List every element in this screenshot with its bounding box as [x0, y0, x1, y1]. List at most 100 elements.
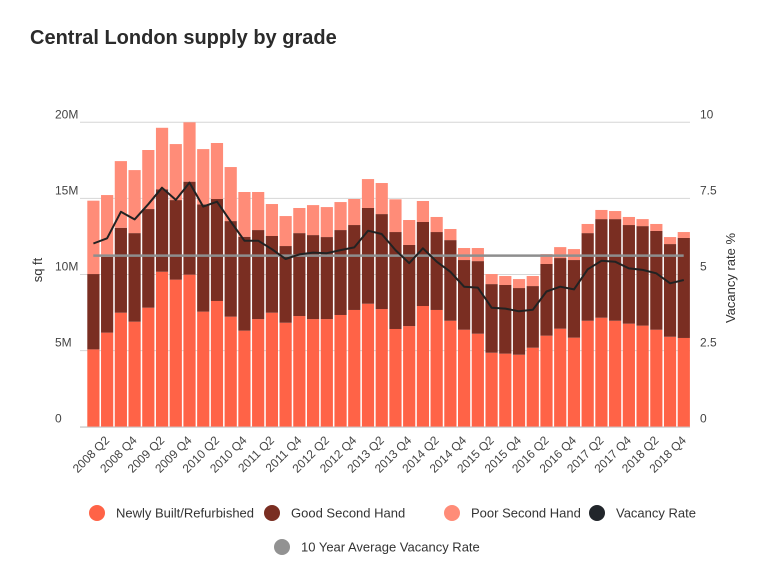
bar-good-second-hand — [169, 200, 182, 280]
bar-poor-second-hand — [348, 199, 361, 226]
bar-poor-second-hand — [636, 219, 649, 227]
bar-good-second-hand — [526, 286, 539, 348]
bar-newly-built-refurbished — [458, 329, 471, 427]
bar-good-second-hand — [444, 240, 457, 321]
bar-newly-built-refurbished — [142, 307, 155, 427]
bar-good-second-hand — [142, 209, 155, 308]
y-tick-label: 10M — [55, 260, 78, 274]
bar-newly-built-refurbished — [114, 312, 127, 427]
legend-marker-icon — [444, 505, 460, 521]
bar-poor-second-hand — [609, 211, 622, 220]
bar-good-second-hand — [636, 226, 649, 326]
bar-poor-second-hand — [128, 170, 141, 234]
bar-newly-built-refurbished — [636, 325, 649, 427]
legend-label: 10 Year Average Vacancy Rate — [301, 540, 480, 555]
bar-good-second-hand — [101, 256, 114, 333]
bar-newly-built-refurbished — [155, 271, 169, 427]
bar-newly-built-refurbished — [416, 306, 430, 427]
bar-poor-second-hand — [169, 144, 182, 201]
bar-newly-built-refurbished — [279, 322, 292, 427]
legend-item[interactable]: Newly Built/Refurbished — [89, 505, 254, 521]
bar-poor-second-hand — [334, 202, 347, 231]
legend-label: Good Second Hand — [291, 506, 405, 521]
legend-item[interactable]: Vacancy Rate — [589, 505, 696, 521]
bar-poor-second-hand — [142, 150, 155, 210]
legend-item[interactable]: 10 Year Average Vacancy Rate — [274, 539, 480, 555]
bar-poor-second-hand — [238, 192, 251, 237]
bar-good-second-hand — [622, 225, 635, 324]
bar-good-second-hand — [87, 274, 100, 350]
bar-good-second-hand — [471, 261, 484, 334]
bar-newly-built-refurbished — [101, 332, 114, 427]
y2-tick-label: 5 — [700, 260, 707, 274]
bar-poor-second-hand — [197, 149, 210, 205]
bar-good-second-hand — [183, 181, 196, 275]
bar-good-second-hand — [210, 199, 224, 301]
y2-tick-label: 0 — [700, 412, 707, 426]
bar-poor-second-hand — [416, 200, 430, 222]
bar-good-second-hand — [609, 219, 622, 321]
bar-good-second-hand — [279, 246, 292, 323]
bar-poor-second-hand — [306, 205, 320, 236]
bar-newly-built-refurbished — [554, 328, 567, 427]
y-axis-title: sq ft — [30, 257, 45, 282]
legend-item[interactable]: Good Second Hand — [264, 505, 405, 521]
legend-marker-icon — [589, 505, 605, 521]
legend: Newly Built/Refurbished Good Second Hand P… — [89, 505, 696, 555]
bar-good-second-hand — [293, 233, 306, 317]
bar-poor-second-hand — [581, 223, 594, 234]
legend-item[interactable]: Poor Second Hand — [444, 505, 581, 521]
bar-good-second-hand — [320, 237, 333, 320]
left-y-axis: 0 5M 10M 15M 20M — [55, 107, 78, 425]
bar-good-second-hand — [554, 258, 567, 329]
bar-poor-second-hand — [210, 142, 224, 200]
bar-poor-second-hand — [458, 248, 471, 261]
bar-poor-second-hand — [389, 199, 402, 233]
legend-marker-icon — [89, 505, 105, 521]
bar-good-second-hand — [197, 204, 210, 312]
bar-newly-built-refurbished — [334, 314, 347, 427]
bar-poor-second-hand — [650, 223, 663, 231]
bar-good-second-hand — [512, 288, 526, 355]
bar-newly-built-refurbished — [622, 323, 635, 427]
vacancy-rate-line — [93, 181, 685, 313]
bar-newly-built-refurbished — [499, 353, 512, 427]
bar-newly-built-refurbished — [567, 337, 581, 427]
legend-label: Poor Second Hand — [471, 506, 581, 521]
bar-poor-second-hand — [361, 179, 375, 208]
bar-newly-built-refurbished — [306, 319, 320, 427]
bar-poor-second-hand — [183, 122, 196, 182]
bar-poor-second-hand — [430, 216, 443, 233]
bar-newly-built-refurbished — [389, 328, 402, 427]
bar-newly-built-refurbished — [403, 326, 416, 427]
legend-marker-icon — [264, 505, 280, 521]
bar-newly-built-refurbished — [650, 329, 663, 427]
bar-poor-second-hand — [114, 161, 127, 228]
bar-good-second-hand — [114, 227, 127, 313]
bar-newly-built-refurbished — [526, 347, 539, 427]
bar-poor-second-hand — [265, 204, 278, 236]
bar-poor-second-hand — [595, 209, 608, 220]
bar-good-second-hand — [567, 260, 581, 338]
bar-poor-second-hand — [512, 279, 526, 289]
bar-newly-built-refurbished — [430, 309, 443, 427]
y-tick-label: 0 — [55, 412, 62, 426]
bar-newly-built-refurbished — [320, 319, 333, 427]
bar-newly-built-refurbished — [210, 300, 224, 427]
bar-poor-second-hand — [375, 183, 388, 215]
bar-poor-second-hand — [663, 237, 677, 245]
bar-poor-second-hand — [224, 167, 237, 222]
chart-title: Central London supply by grade — [30, 27, 337, 49]
bar-newly-built-refurbished — [361, 303, 375, 427]
bar-good-second-hand — [430, 232, 443, 310]
bar-newly-built-refurbished — [87, 349, 100, 427]
bar-poor-second-hand — [403, 220, 416, 245]
bar-newly-built-refurbished — [238, 330, 251, 427]
bar-newly-built-refurbished — [169, 279, 182, 427]
y2-tick-label: 7.5 — [700, 183, 717, 197]
bar-good-second-hand — [224, 221, 237, 317]
bar-good-second-hand — [238, 236, 251, 331]
y-tick-label: 15M — [55, 183, 78, 197]
